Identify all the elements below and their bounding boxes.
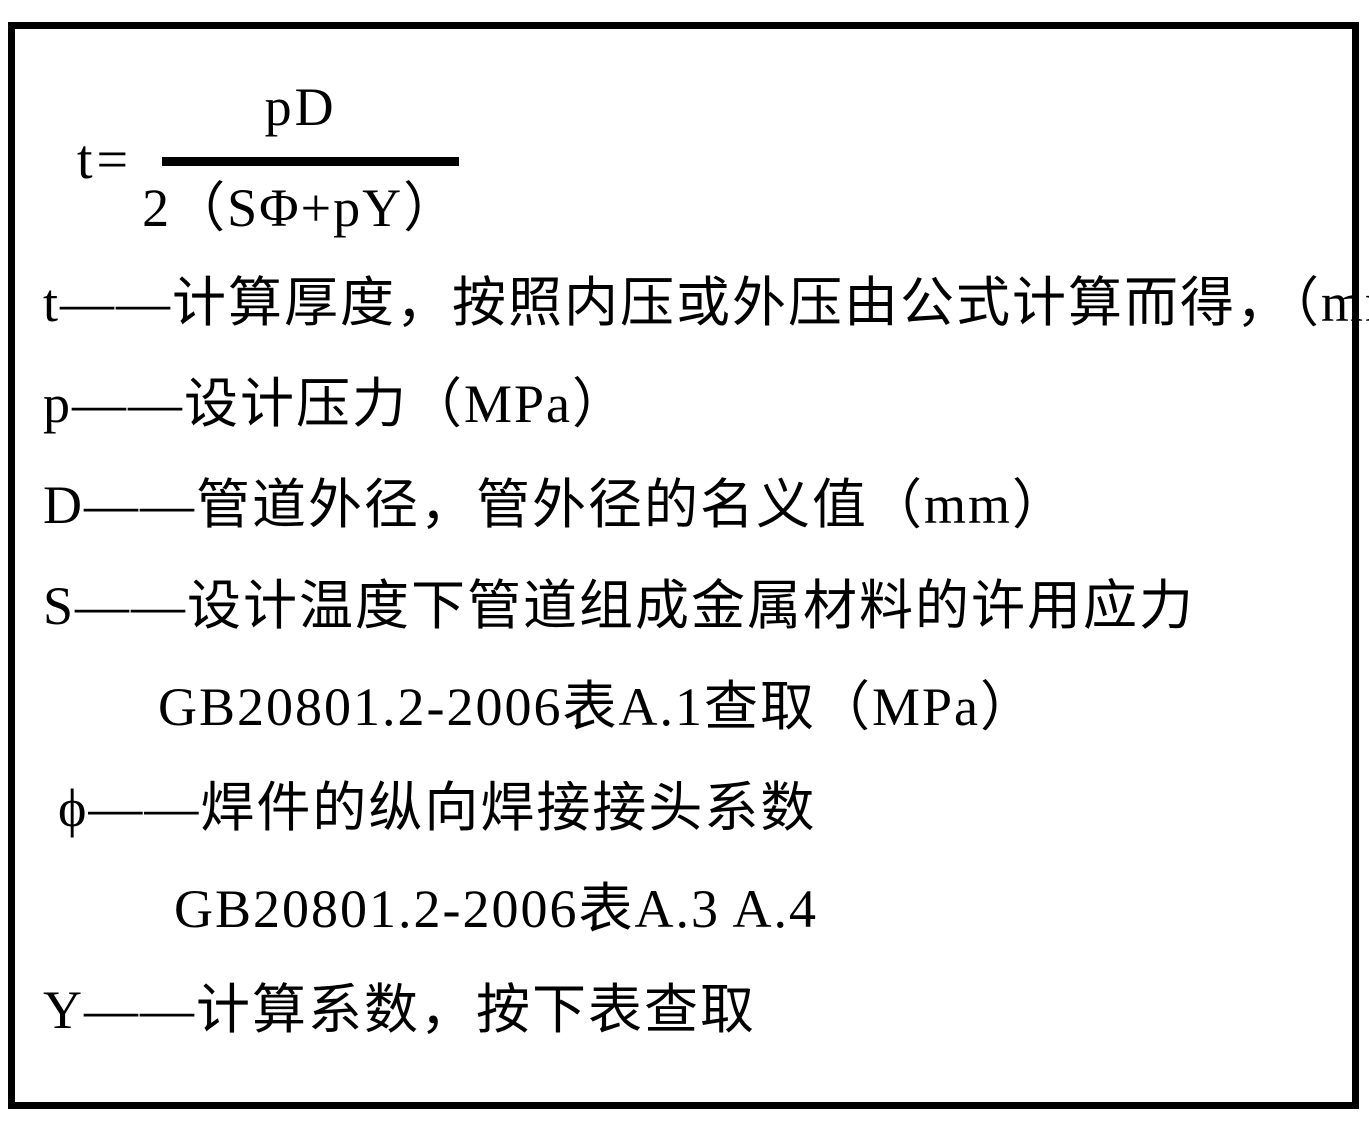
formula-fraction: pD 2（SΦ+pY） [142, 59, 460, 246]
formula-lhs: t= [77, 128, 133, 191]
definition-line-phi-reference: GB20801.2-2006表A.3 A.4 [174, 879, 819, 939]
thickness-formula: t= pD 2（SΦ+pY） [77, 59, 460, 246]
definition-line-S: S——设计温度下管道组成金属材料的许用应力 [43, 576, 1196, 636]
definition-line-t: t——计算厚度，按照内压或外压由公式计算而得，（mm） [43, 273, 1369, 333]
formula-denominator: 2（SΦ+pY） [142, 178, 460, 238]
formula-numerator: pD [264, 77, 337, 137]
definition-list: t——计算厚度，按照内压或外压由公式计算而得，（mm） p——设计压力（MPa）… [43, 253, 1369, 1061]
document-border-frame: t= pD 2（SΦ+pY） t——计算厚度，按照内压或外压由公式计算而得，（m… [8, 22, 1369, 1109]
definition-line-Y: Y——计算系数，按下表查取 [43, 980, 756, 1040]
definition-line-D: D——管道外径，管外径的名义值（mm） [43, 475, 1069, 535]
definition-line-S-reference: GB20801.2-2006表A.1查取（MPa） [158, 677, 1037, 737]
fraction-bar [162, 157, 460, 166]
definition-line-p: p——设计压力（MPa） [43, 374, 629, 434]
definition-line-phi: ϕ——焊件的纵向焊接接头系数 [58, 778, 817, 838]
